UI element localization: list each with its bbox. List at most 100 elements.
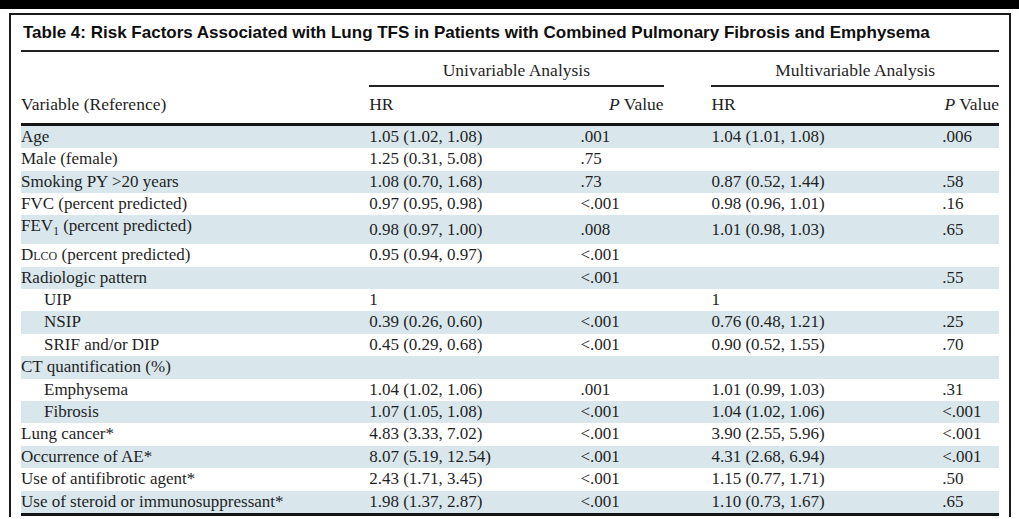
row-variable: Smoking PY >20 years: [21, 171, 369, 193]
row-multi-p: .50: [942, 468, 999, 490]
table-frame: Table 4: Risk Factors Associated with Lu…: [9, 13, 1011, 517]
row-uni-hr: 1.98 (1.37, 2.87): [369, 491, 580, 515]
row-variable: NSIP: [21, 311, 369, 333]
row-variable: SRIF and/or DIP: [21, 334, 369, 356]
table-row: FVC (percent predicted)0.97 (0.95, 0.98)…: [21, 193, 999, 215]
row-multi-p: <.001: [942, 446, 999, 468]
row-uni-hr: 1.04 (1.02, 1.06): [369, 379, 580, 401]
gap-cell: [664, 148, 712, 170]
column-header-row: Variable (Reference) HR P Value HR P Val…: [21, 86, 999, 124]
row-multi-p: .25: [942, 311, 999, 333]
row-uni-hr: 1.25 (0.31, 5.08): [369, 148, 580, 170]
row-variable: Male (female): [21, 148, 369, 170]
table-row: Use of antifibrotic agent*2.43 (1.71, 3.…: [21, 468, 999, 490]
column-header-uni-hr: HR: [369, 86, 580, 124]
spanner-gap-cell: [664, 52, 712, 86]
column-header-uni-p: P Value: [580, 86, 663, 124]
row-multi-hr: 1.01 (0.98, 1.03): [711, 215, 942, 244]
univariable-analysis-spanner: Univariable Analysis: [369, 52, 663, 86]
table-row: CT quantification (%): [21, 356, 999, 378]
row-uni-hr: [369, 267, 580, 289]
row-multi-hr: 0.98 (0.96, 1.01): [711, 193, 942, 215]
row-multi-hr: 0.76 (0.48, 1.21): [711, 311, 942, 333]
table-row: Smoking PY >20 years1.08 (0.70, 1.68).73…: [21, 171, 999, 193]
row-multi-hr: 4.31 (2.68, 6.94): [711, 446, 942, 468]
row-multi-hr: [711, 267, 942, 289]
row-variable: UIP: [21, 289, 369, 311]
row-uni-p: <.001: [580, 423, 663, 445]
gap-cell: [664, 334, 712, 356]
row-multi-hr: 1.10 (0.73, 1.67): [711, 491, 942, 515]
column-header-variable: Variable (Reference): [21, 86, 369, 124]
table-row: UIP11: [21, 289, 999, 311]
gap-cell: [664, 193, 712, 215]
table-row: Male (female)1.25 (0.31, 5.08).75: [21, 148, 999, 170]
row-multi-hr: 0.87 (0.52, 1.44): [711, 171, 942, 193]
row-multi-p: .70: [942, 334, 999, 356]
table-row: Occurrence of AE*8.07 (5.19, 12.54)<.001…: [21, 446, 999, 468]
gap-cell: [664, 244, 712, 266]
row-uni-hr: 0.39 (0.26, 0.60): [369, 311, 580, 333]
column-header-multi-p: P Value: [942, 86, 999, 124]
row-uni-p: <.001: [580, 267, 663, 289]
table-row: SRIF and/or DIP0.45 (0.29, 0.68)<.0010.9…: [21, 334, 999, 356]
gap-cell: [664, 491, 712, 515]
row-multi-hr: 1: [711, 289, 942, 311]
gap-cell: [664, 124, 712, 148]
row-multi-p: .58: [942, 171, 999, 193]
row-uni-hr: 2.43 (1.71, 3.45): [369, 468, 580, 490]
row-multi-p: [942, 289, 999, 311]
gap-cell: [664, 446, 712, 468]
gap-cell: [664, 423, 712, 445]
row-uni-p: <.001: [580, 468, 663, 490]
row-multi-p: .31: [942, 379, 999, 401]
gap-cell: [664, 171, 712, 193]
row-variable: CT quantification (%): [21, 356, 369, 378]
row-multi-hr: 1.04 (1.02, 1.06): [711, 401, 942, 423]
row-uni-hr: 0.98 (0.97, 1.00): [369, 215, 580, 244]
row-variable: FEV1 (percent predicted): [21, 215, 369, 244]
row-uni-hr: 1.08 (0.70, 1.68): [369, 171, 580, 193]
gap-cell: [664, 215, 712, 244]
row-uni-hr: 4.83 (3.33, 7.02): [369, 423, 580, 445]
table-row: Fibrosis1.07 (1.05, 1.08)<.0011.04 (1.02…: [21, 401, 999, 423]
gap-cell: [664, 356, 712, 378]
row-variable: Fibrosis: [21, 401, 369, 423]
row-variable: Occurrence of AE*: [21, 446, 369, 468]
table-body: Age1.05 (1.02, 1.08).0011.04 (1.01, 1.08…: [21, 124, 999, 514]
row-uni-p: <.001: [580, 193, 663, 215]
table-row: Use of steroid or immunosuppressant*1.98…: [21, 491, 999, 515]
table-row: Radiologic pattern<.001.55: [21, 267, 999, 289]
row-uni-p: <.001: [580, 334, 663, 356]
row-uni-p: .75: [580, 148, 663, 170]
row-variable: Radiologic pattern: [21, 267, 369, 289]
row-uni-p: .001: [580, 379, 663, 401]
gap-cell: [664, 289, 712, 311]
row-uni-p: <.001: [580, 401, 663, 423]
risk-factors-table: Univariable Analysis Multivariable Analy…: [21, 52, 999, 516]
column-header-gap: [664, 86, 712, 124]
row-uni-hr: 0.97 (0.95, 0.98): [369, 193, 580, 215]
row-multi-p: [942, 356, 999, 378]
gap-cell: [664, 311, 712, 333]
column-header-multi-hr: HR: [711, 86, 942, 124]
table-row: Age1.05 (1.02, 1.08).0011.04 (1.01, 1.08…: [21, 124, 999, 148]
row-variable: Use of antifibrotic agent*: [21, 468, 369, 490]
row-uni-p: <.001: [580, 311, 663, 333]
row-multi-p: <.001: [942, 401, 999, 423]
row-multi-hr: 1.15 (0.77, 1.71): [711, 468, 942, 490]
spanner-blank-cell: [21, 52, 369, 86]
row-uni-p: .73: [580, 171, 663, 193]
row-variable: FVC (percent predicted): [21, 193, 369, 215]
table-row: Dlco (percent predicted)0.95 (0.94, 0.97…: [21, 244, 999, 266]
variable-sc-text: lco: [33, 245, 57, 264]
row-uni-hr: 1: [369, 289, 580, 311]
row-uni-hr: 1.05 (1.02, 1.08): [369, 124, 580, 148]
row-uni-p: <.001: [580, 491, 663, 515]
row-uni-hr: 1.07 (1.05, 1.08): [369, 401, 580, 423]
row-multi-p: .006: [942, 124, 999, 148]
row-uni-p: <.001: [580, 446, 663, 468]
row-multi-hr: 1.04 (1.01, 1.08): [711, 124, 942, 148]
row-multi-p: <.001: [942, 423, 999, 445]
row-uni-hr: 0.95 (0.94, 0.97): [369, 244, 580, 266]
